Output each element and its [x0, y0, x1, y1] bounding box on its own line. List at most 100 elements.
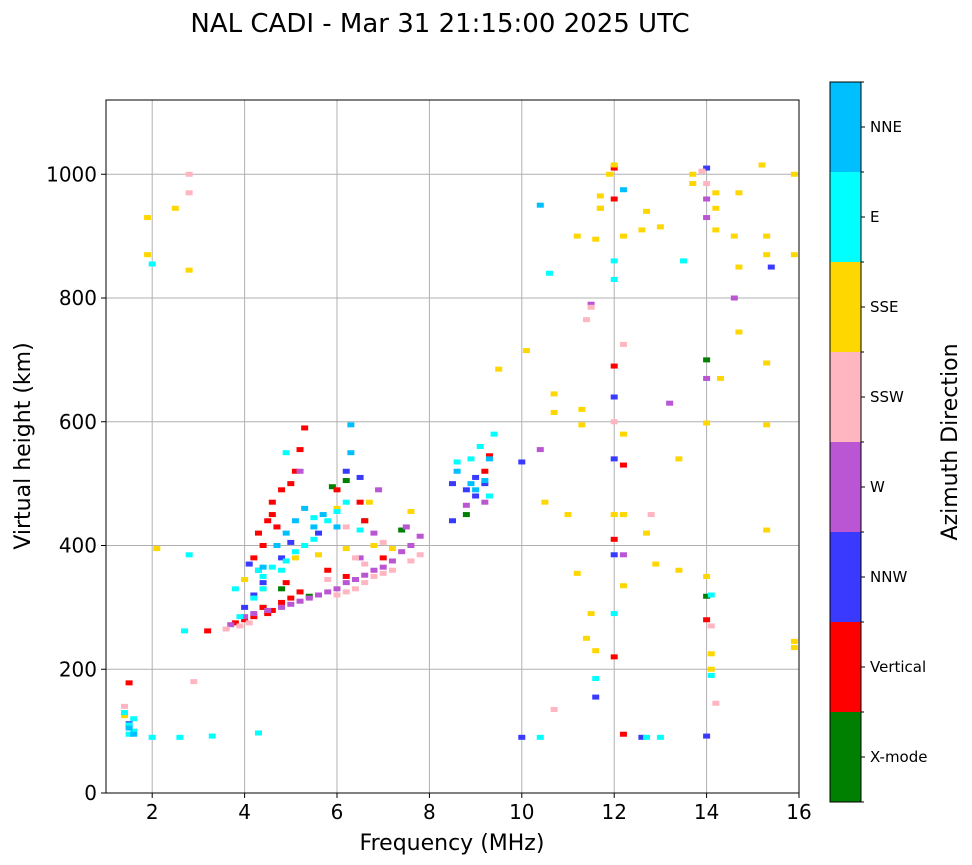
- data-point-w: [619, 552, 627, 558]
- data-point-nnw: [278, 555, 286, 561]
- data-point-e: [130, 728, 138, 734]
- data-point-sse: [712, 190, 720, 196]
- data-point-sse: [541, 499, 549, 505]
- data-point-nnw: [356, 474, 364, 480]
- data-point-nnw: [518, 459, 526, 465]
- data-point-e: [333, 508, 341, 514]
- data-point-w: [315, 592, 323, 598]
- data-point-nnw: [342, 468, 350, 474]
- data-point-e: [342, 499, 350, 505]
- data-point-e: [259, 586, 267, 592]
- data-point-ssw: [587, 304, 595, 310]
- data-point-nne: [453, 468, 461, 474]
- colorbar-frame: [829, 81, 862, 803]
- data-point-sse: [758, 162, 766, 168]
- data-point-nne: [301, 505, 309, 511]
- data-point-ssw: [707, 623, 715, 629]
- data-point-nne: [333, 524, 341, 530]
- data-point-sse: [638, 227, 646, 233]
- data-point-ssw: [582, 317, 590, 323]
- data-point-sse: [564, 512, 572, 518]
- data-point-sse: [643, 208, 651, 214]
- data-point-vertical: [259, 604, 267, 610]
- data-point-nne: [485, 456, 493, 462]
- data-point-ssw: [370, 573, 378, 579]
- data-point-sse: [144, 252, 152, 258]
- data-point-w: [250, 611, 258, 617]
- data-point-vertical: [268, 512, 276, 518]
- data-point-vertical: [619, 731, 627, 737]
- data-point-vertical: [610, 196, 618, 202]
- data-point-ssw: [361, 561, 369, 567]
- data-point-nnw: [462, 487, 470, 493]
- data-point-ssw: [416, 552, 424, 558]
- data-point-ssw: [550, 706, 558, 712]
- data-point-sse: [120, 713, 128, 719]
- data-point-sse: [185, 267, 193, 273]
- data-point-sse: [735, 264, 743, 270]
- colorbar-segment-vertical: [830, 622, 861, 712]
- data-point-ssw: [120, 703, 128, 709]
- data-point-vertical: [273, 524, 281, 530]
- y-tick-label: 400: [59, 534, 97, 558]
- data-point-ssw: [407, 558, 415, 564]
- data-point-w: [402, 524, 410, 530]
- data-point-sse: [707, 666, 715, 672]
- data-point-vertical: [485, 453, 493, 459]
- data-point-vertical: [264, 611, 272, 617]
- data-point-e: [125, 731, 133, 737]
- data-point-sse: [730, 233, 738, 239]
- data-point-nnw: [610, 552, 618, 558]
- data-point-nne: [291, 518, 299, 524]
- data-point-vertical: [333, 487, 341, 493]
- colorbar-tick-label: NNE: [870, 118, 902, 136]
- data-point-e: [680, 258, 687, 264]
- data-point-sse: [675, 567, 683, 573]
- y-tick-label: 0: [84, 781, 97, 805]
- x-tick-label: 4: [238, 800, 251, 824]
- data-point-w: [227, 622, 235, 628]
- data-point-vertical: [282, 580, 290, 586]
- data-point-vertical: [361, 518, 369, 524]
- data-point-nnw: [472, 493, 480, 499]
- data-point-vertical: [703, 617, 711, 623]
- data-point-sse: [689, 171, 697, 177]
- data-point-e: [301, 543, 309, 548]
- data-point-ssw: [342, 589, 350, 595]
- data-point-vertical: [287, 481, 295, 487]
- x-tick-label: 8: [423, 800, 436, 824]
- data-point-e: [259, 573, 267, 579]
- data-point-vertical: [268, 499, 276, 505]
- data-point-sse: [573, 570, 581, 576]
- data-point-nnw: [449, 481, 456, 487]
- data-point-vertical: [301, 425, 309, 431]
- colorbar-tick-label: W: [870, 478, 885, 496]
- data-point-vertical: [287, 595, 295, 601]
- data-point-w: [388, 558, 396, 564]
- data-point-e: [610, 258, 618, 264]
- data-point-nne: [282, 530, 290, 536]
- data-point-e: [181, 628, 189, 634]
- data-point-vertical: [250, 614, 258, 620]
- data-point-vertical: [356, 499, 364, 505]
- data-point-nne: [273, 543, 281, 548]
- data-point-sse: [144, 215, 152, 221]
- data-point-sse: [592, 648, 600, 654]
- data-point-w: [305, 595, 313, 601]
- data-point-nnw: [245, 561, 253, 567]
- colorbar-tick-label: Vertical: [870, 658, 926, 676]
- data-point-e: [707, 672, 715, 678]
- data-point-sse: [610, 162, 618, 168]
- data-point-ssw: [245, 620, 253, 626]
- data-point-w: [356, 555, 364, 561]
- x-tick-label: 10: [509, 800, 534, 824]
- data-point-w: [407, 543, 415, 548]
- data-point-sse: [342, 546, 350, 552]
- data-point-e: [453, 459, 461, 465]
- colorbar-segment-nne: [830, 82, 861, 172]
- data-point-nne: [347, 450, 355, 456]
- data-point-sse: [675, 456, 683, 462]
- data-point-e: [476, 444, 484, 449]
- data-point-w: [730, 295, 738, 301]
